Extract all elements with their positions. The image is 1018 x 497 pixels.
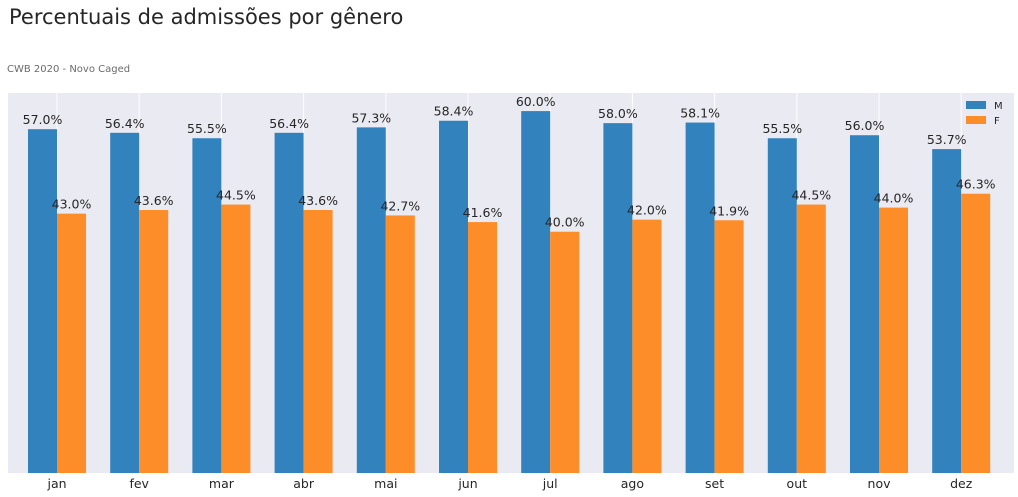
- legend-swatch-f: [966, 116, 986, 124]
- x-tick-dez: dez: [950, 476, 973, 491]
- x-tick-out: out: [787, 476, 808, 491]
- bar-m-fev: [110, 132, 140, 474]
- bar-f-abr: [303, 210, 333, 473]
- x-tick-mar: mar: [209, 476, 235, 491]
- plot-area: [8, 93, 1014, 473]
- bar-f-out: [796, 204, 826, 474]
- bar-label-m-out: 55.5%: [762, 121, 802, 136]
- bar-label-f-mar: 44.5%: [216, 188, 256, 203]
- bar-f-nov: [879, 207, 908, 473]
- bar-label-m-dez: 53.7%: [927, 132, 967, 147]
- legend-label-f: F: [994, 116, 1000, 127]
- bar-m-dez: [932, 149, 962, 473]
- bar-label-m-nov: 56.0%: [845, 118, 885, 133]
- bar-label-m-mar: 55.5%: [187, 121, 227, 136]
- bar-m-jun: [439, 120, 468, 473]
- bar-f-ago: [632, 219, 662, 473]
- bar-f-set: [714, 220, 744, 473]
- bar-m-nov: [850, 135, 879, 473]
- bar-label-m-abr: 56.4%: [269, 116, 309, 131]
- bar-label-f-ago: 42.0%: [627, 203, 667, 218]
- bar-label-m-jul: 60.0%: [516, 94, 556, 109]
- bar-m-mai: [356, 127, 386, 473]
- bar-f-jul: [550, 231, 580, 473]
- x-tick-jun: jun: [457, 476, 477, 491]
- legend: M F: [966, 101, 1003, 127]
- bar-f-mai: [385, 215, 415, 473]
- bar-label-m-jun: 58.4%: [434, 104, 474, 119]
- bar-label-f-dez: 46.3%: [956, 177, 996, 192]
- x-tick-set: set: [705, 476, 724, 491]
- bar-label-f-fev: 43.6%: [134, 193, 174, 208]
- x-tick-abr: abr: [293, 476, 315, 491]
- bar-m-mar: [192, 138, 222, 473]
- bar-label-f-mai: 42.7%: [380, 198, 420, 213]
- bar-f-jun: [468, 222, 497, 473]
- chart-subtitle: CWB 2020 - Novo Caged: [7, 64, 131, 75]
- bar-label-f-jun: 41.6%: [463, 205, 503, 220]
- bar-f-fev: [139, 210, 169, 473]
- bar-m-ago: [603, 123, 633, 474]
- bar-m-out: [767, 138, 797, 473]
- x-tick-mai: mai: [374, 476, 397, 491]
- bar-label-m-set: 58.1%: [680, 106, 720, 121]
- bar-label-f-abr: 43.6%: [298, 193, 338, 208]
- x-tick-ago: ago: [621, 476, 644, 491]
- legend-swatch-m: [966, 101, 986, 109]
- bar-f-dez: [961, 193, 991, 473]
- bar-label-f-jul: 40.0%: [545, 215, 585, 230]
- x-tick-jan: jan: [46, 476, 66, 491]
- bar-label-m-mai: 57.3%: [351, 110, 391, 125]
- bar-label-m-jan: 57.0%: [23, 112, 63, 127]
- bar-label-f-nov: 44.0%: [874, 191, 914, 206]
- bar-f-jan: [57, 213, 86, 473]
- bar-m-abr: [274, 132, 304, 474]
- bar-label-f-set: 41.9%: [709, 203, 749, 218]
- x-tick-labels: jan fev mar abr mai jun jul ago set out nov dez: [46, 476, 972, 491]
- x-tick-jul: jul: [542, 476, 558, 491]
- x-tick-nov: nov: [868, 476, 892, 491]
- bar-f-mar: [221, 204, 251, 474]
- bars: [28, 111, 991, 474]
- bar-m-set: [685, 122, 715, 474]
- x-tick-fev: fev: [129, 476, 149, 491]
- bar-labels: 57.0% 43.0% 56.4% 43.6% 55.5% 44.5% 56.4% 43.6%…: [23, 94, 996, 230]
- bar-label-f-jan: 43.0%: [52, 197, 92, 212]
- bar-label-m-ago: 58.0%: [598, 106, 638, 121]
- bar-m-jan: [28, 129, 57, 473]
- bar-m-jul: [521, 111, 551, 473]
- legend-label-m: M: [994, 101, 1003, 112]
- bar-label-f-out: 44.5%: [791, 188, 831, 203]
- bar-label-m-fev: 56.4%: [105, 116, 145, 131]
- chart-title: Percentuais de admissões por gênero: [9, 5, 404, 29]
